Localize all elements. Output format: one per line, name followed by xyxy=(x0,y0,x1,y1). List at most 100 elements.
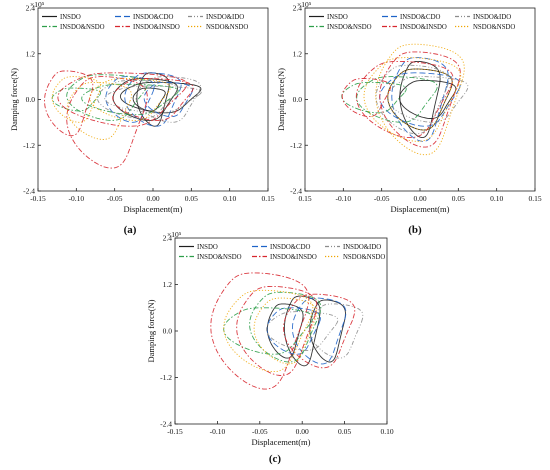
legend-label: INSDO&INSDO xyxy=(400,24,447,31)
x-tick-label: 0.15 xyxy=(261,194,274,203)
series-loop-3-2 xyxy=(266,311,339,351)
series-loop-1-2 xyxy=(112,78,178,121)
y-multiplier: ×10⁵ xyxy=(297,0,312,9)
legend-label: INSDO&INSDO xyxy=(270,254,317,261)
series-loop-1-4 xyxy=(132,87,166,112)
series-loop-2-2 xyxy=(266,307,321,355)
series-loop-5-1 xyxy=(210,272,310,390)
panel-label: (c) xyxy=(269,453,282,465)
y-tick-label: 0.0 xyxy=(26,95,36,104)
legend-label: INSDO&NSDO xyxy=(60,24,105,31)
x-tick-label: -0.15 xyxy=(167,427,183,436)
series-loop-3-1 xyxy=(308,303,364,359)
x-tick-label: -0.10 xyxy=(69,194,85,203)
x-tick-label: -0.05 xyxy=(107,194,123,203)
series-loop-1-1 xyxy=(136,72,170,127)
series-loop-5-3 xyxy=(341,78,391,118)
legend-label: INSDO&IDO xyxy=(343,244,381,251)
series-loop-6-2 xyxy=(363,57,462,142)
y-tick-label: 2.4 xyxy=(293,4,303,13)
y-tick-label: 0.0 xyxy=(293,95,303,104)
legend-label: INSDO&IDO xyxy=(473,14,511,21)
x-tick-label: -0.15 xyxy=(30,194,46,203)
series-loop-3-2 xyxy=(375,64,450,135)
legend-label: INSDO&CDO xyxy=(400,14,440,21)
y-axis-label: Damping force(N) xyxy=(276,68,286,131)
series-loop-2-2 xyxy=(379,72,461,127)
legend-label: INSDO&NSDO xyxy=(197,254,242,261)
x-tick-label: 0.00 xyxy=(413,194,426,203)
x-axis-label: Displacement(m) xyxy=(251,437,310,447)
x-tick-label: 0.05 xyxy=(185,194,198,203)
y-tick-label: -1.2 xyxy=(290,141,302,150)
series-loop-5-2 xyxy=(44,70,94,137)
series-loop-1-3 xyxy=(266,303,304,359)
series-loop-4-1 xyxy=(66,74,148,121)
x-axis-label: Displacement(m) xyxy=(123,204,182,214)
x-tick-label: 0.05 xyxy=(338,427,351,436)
series-loop-5-1 xyxy=(66,76,148,169)
x-axis-label: Displacement(m) xyxy=(390,204,449,214)
y-tick-label: 0.0 xyxy=(163,327,173,336)
chart-panel-3: -0.15 -0.10 -0.05 0.00 0.05 0.10 -2.4 -1.2 0.0 1.… xyxy=(146,230,394,465)
y-tick-label: -1.2 xyxy=(23,141,35,150)
x-tick-label: 0.00 xyxy=(146,194,159,203)
series-loop-6-2 xyxy=(89,78,171,121)
y-tick-label: 2.4 xyxy=(26,4,36,13)
y-tick-label: 1.2 xyxy=(26,49,36,58)
series-loop-4-3 xyxy=(51,87,101,112)
series-loop-2-1 xyxy=(124,72,182,127)
y-tick-label: -1.2 xyxy=(160,373,172,382)
plot-frame xyxy=(304,7,536,192)
series-loop-1-3 xyxy=(399,79,457,119)
plot-area xyxy=(44,70,202,169)
legend-label: INSDO&NSDO xyxy=(327,24,372,31)
series-loop-3-3 xyxy=(104,85,202,114)
series-loop-6-3 xyxy=(51,76,101,123)
x-tick-label: -0.10 xyxy=(336,194,352,203)
series-loop-5-3 xyxy=(283,293,356,369)
y-tick-label: -2.4 xyxy=(23,187,35,196)
series-loop-6-3 xyxy=(387,68,453,131)
y-axis-label: Damping force(N) xyxy=(9,68,19,131)
series-loop-6-1 xyxy=(375,43,465,156)
y-tick-label: -2.4 xyxy=(160,420,172,429)
plot-area xyxy=(341,43,469,156)
legend-label: INSDO&CDO xyxy=(133,14,173,21)
series-loop-1-2 xyxy=(309,299,346,363)
series-loop-3-2 xyxy=(96,79,179,119)
panel-label: (b) xyxy=(408,224,422,236)
legend-label: INSDO&CDO xyxy=(270,244,310,251)
x-tick-label: 0.15 xyxy=(528,194,541,203)
plot-frame xyxy=(37,7,269,192)
legend-label: NSDO&NSDO xyxy=(343,254,385,261)
x-tick-label: 0.00 xyxy=(296,427,309,436)
series-loop-6-1 xyxy=(66,81,132,140)
legend-label: INSDO xyxy=(327,14,348,21)
x-tick-label: 0.05 xyxy=(452,194,465,203)
series-loop-3-1 xyxy=(135,76,201,123)
series-loop-2-3 xyxy=(143,81,193,118)
series-loop-2-1 xyxy=(291,297,347,365)
x-tick-label: -0.10 xyxy=(210,427,226,436)
plot-area xyxy=(210,272,364,390)
series-loop-4-1 xyxy=(356,76,438,123)
y-axis-label: Damping force(N) xyxy=(146,299,156,362)
series-loop-4-2 xyxy=(341,81,407,114)
x-tick-label: 0.10 xyxy=(223,194,236,203)
series-loop-1-1 xyxy=(283,295,321,367)
y-tick-label: -2.4 xyxy=(290,187,302,196)
y-tick-label: 1.2 xyxy=(293,49,303,58)
legend-label: NSDO&NSDO xyxy=(473,24,515,31)
series-loop-5-2 xyxy=(236,285,318,376)
y-tick-label: 1.2 xyxy=(163,280,173,289)
y-multiplier: ×10⁵ xyxy=(167,230,182,239)
legend-label: INSDO&INSDO xyxy=(133,24,180,31)
chart-panel-1: -0.15 -0.10 -0.05 0.00 0.05 0.10 0.15 -2.4 -1.2 0… xyxy=(9,0,275,236)
x-tick-label: 0.10 xyxy=(380,427,393,436)
series-loop-5-1 xyxy=(379,51,461,148)
chart-panel-2: 0.15 -0.10 -0.05 0.00 0.05 0.10 0.15-2.4-1.20.… xyxy=(276,0,542,236)
series-loop-6-1 xyxy=(223,289,314,373)
series-loop-6-2 xyxy=(253,297,317,365)
